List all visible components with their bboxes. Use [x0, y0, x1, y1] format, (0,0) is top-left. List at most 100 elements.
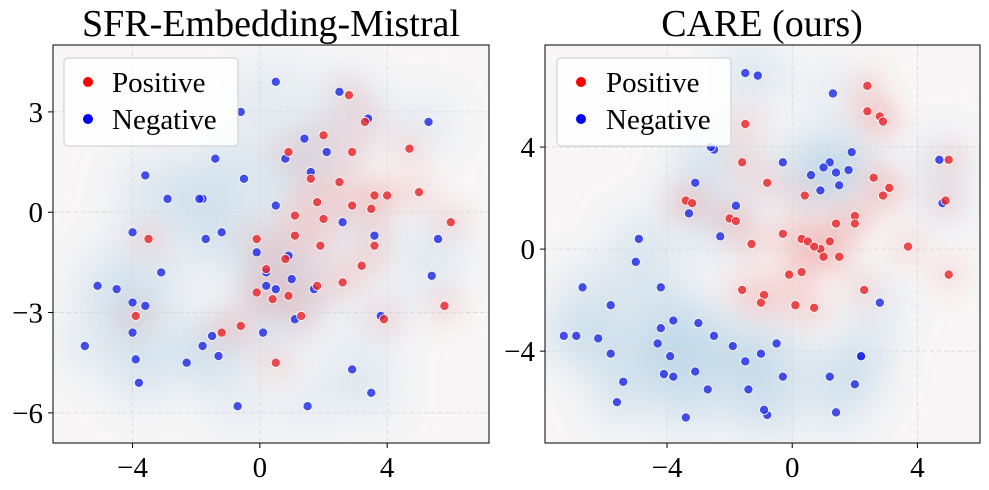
- point-negative: [302, 401, 313, 412]
- point-positive: [359, 116, 370, 127]
- point-positive: [877, 116, 888, 127]
- x-tick-label: 4: [380, 452, 395, 484]
- point-negative: [680, 412, 691, 423]
- point-positive: [740, 119, 751, 130]
- point-negative: [827, 88, 838, 99]
- point-negative: [693, 318, 704, 329]
- point-positive: [283, 290, 294, 301]
- point-positive: [755, 297, 766, 308]
- chart-panel-care: CARE (ours) −4 0 4 4 0 −4 Positive Negative: [504, 3, 981, 484]
- point-positive: [143, 233, 154, 244]
- point-negative: [658, 369, 669, 380]
- point-positive: [366, 203, 377, 214]
- point-positive: [943, 154, 954, 165]
- point-negative: [127, 227, 138, 238]
- point-negative: [690, 366, 701, 377]
- point-negative: [270, 284, 281, 295]
- point-positive: [809, 241, 820, 252]
- point-negative: [831, 407, 842, 418]
- y-tick-label: 4: [521, 132, 536, 164]
- point-negative: [270, 76, 281, 87]
- plot-frame-sfr: [52, 44, 490, 444]
- point-negative: [577, 282, 588, 293]
- point-positive: [868, 172, 879, 183]
- x-tick-label: 0: [253, 452, 268, 484]
- point-negative: [740, 356, 751, 367]
- point-negative: [708, 330, 719, 341]
- point-positive: [859, 284, 870, 295]
- point-positive: [270, 357, 281, 368]
- point-positive: [315, 240, 326, 251]
- point-positive: [796, 267, 807, 278]
- point-negative: [127, 327, 138, 338]
- point-negative: [668, 371, 679, 382]
- point-negative: [127, 297, 138, 308]
- point-negative: [683, 208, 694, 219]
- point-negative: [633, 233, 644, 244]
- point-negative: [181, 357, 192, 368]
- point-negative: [423, 116, 434, 127]
- chart-panel-sfr: SFR-Embedding-Mistral −4 0 4 3 0 −3 −6 Positiv…: [12, 3, 490, 484]
- point-negative: [727, 341, 738, 352]
- point-positive: [334, 177, 345, 188]
- point-positive: [251, 287, 262, 298]
- y-tick-label: 0: [29, 197, 44, 229]
- point-negative: [834, 180, 845, 191]
- point-negative: [730, 200, 741, 211]
- point-positive: [884, 182, 895, 193]
- point-negative: [130, 354, 141, 365]
- legend-box-sfr: [63, 57, 239, 147]
- point-positive: [831, 218, 842, 229]
- point-negative: [133, 377, 144, 388]
- point-negative: [611, 397, 622, 408]
- y-tick-label: −6: [12, 398, 43, 430]
- point-negative: [752, 70, 763, 81]
- point-negative: [759, 404, 770, 415]
- point-positive: [283, 147, 294, 158]
- point-positive: [216, 327, 227, 338]
- plot-frame-care: [544, 44, 981, 444]
- point-positive: [280, 254, 291, 265]
- point-negative: [593, 333, 604, 344]
- legend-care: Positive Negative: [556, 57, 732, 147]
- point-positive: [877, 190, 888, 201]
- point-negative: [216, 227, 227, 238]
- point-positive: [940, 195, 951, 206]
- point-negative: [232, 401, 243, 412]
- point-positive: [784, 269, 795, 280]
- legend-marker-positive-care: [576, 77, 586, 87]
- point-positive: [267, 294, 278, 305]
- point-negative: [194, 193, 205, 204]
- points-care: [558, 68, 954, 423]
- point-positive: [318, 213, 329, 224]
- point-negative: [605, 300, 616, 311]
- point-negative: [270, 200, 281, 211]
- legend-sfr: Positive Negative: [63, 57, 239, 147]
- point-positive: [824, 236, 835, 247]
- point-positive: [834, 251, 845, 262]
- legend-label-positive-care: Positive: [606, 67, 699, 99]
- legend-label-negative-sfr: Negative: [112, 104, 217, 136]
- point-negative: [715, 231, 726, 242]
- legend-marker-positive-sfr: [83, 77, 93, 87]
- point-positive: [289, 230, 300, 241]
- point-positive: [737, 284, 748, 295]
- point-negative: [934, 154, 945, 165]
- point-negative: [655, 282, 666, 293]
- point-negative: [655, 323, 666, 334]
- point-positive: [337, 277, 348, 288]
- point-negative: [238, 173, 249, 184]
- point-positive: [777, 228, 788, 239]
- point-negative: [618, 376, 629, 387]
- y-tick-label: 3: [29, 97, 44, 129]
- point-negative: [369, 230, 380, 241]
- point-negative: [824, 371, 835, 382]
- point-positive: [312, 197, 323, 208]
- point-positive: [737, 157, 748, 168]
- ticks-sfr: −4 0 4 3 0 −3 −6: [12, 97, 395, 484]
- point-negative: [740, 68, 751, 79]
- y-tick-label: −4: [504, 336, 535, 368]
- point-positive: [130, 310, 141, 321]
- point-positive: [289, 210, 300, 221]
- point-negative: [843, 165, 854, 176]
